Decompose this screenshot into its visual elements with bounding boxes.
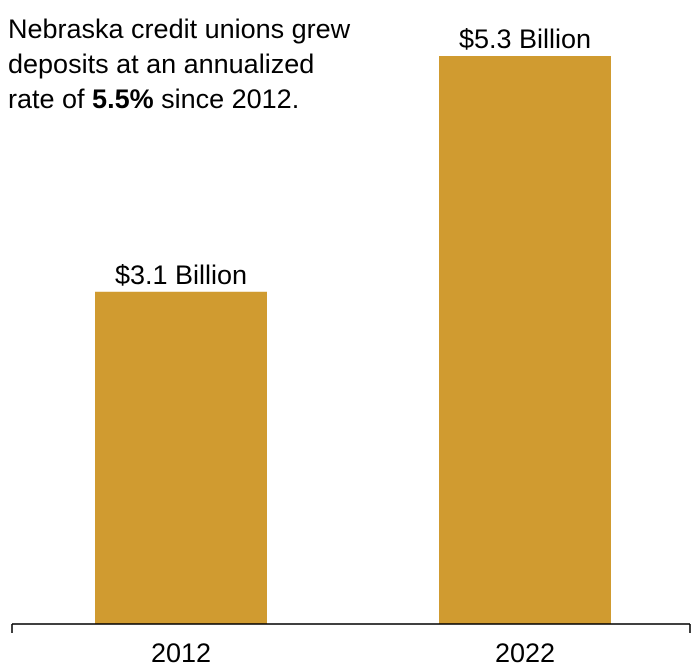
annotation-text-after: since 2012.: [153, 84, 300, 114]
data-label-2012: $3.1 Billion: [115, 260, 247, 290]
x-tick-label-2012: 2012: [151, 638, 211, 665]
data-label-2022: $5.3 Billion: [459, 24, 591, 54]
bar-2012: [95, 291, 267, 624]
annotation-text-before: Nebraska credit unions grew deposits at …: [8, 14, 351, 114]
annotation-highlight: 5.5%: [92, 84, 154, 114]
x-tick-label-2022: 2022: [495, 638, 555, 665]
bar-2022: [439, 56, 611, 624]
chart-annotation: Nebraska credit unions grew deposits at …: [8, 12, 368, 117]
